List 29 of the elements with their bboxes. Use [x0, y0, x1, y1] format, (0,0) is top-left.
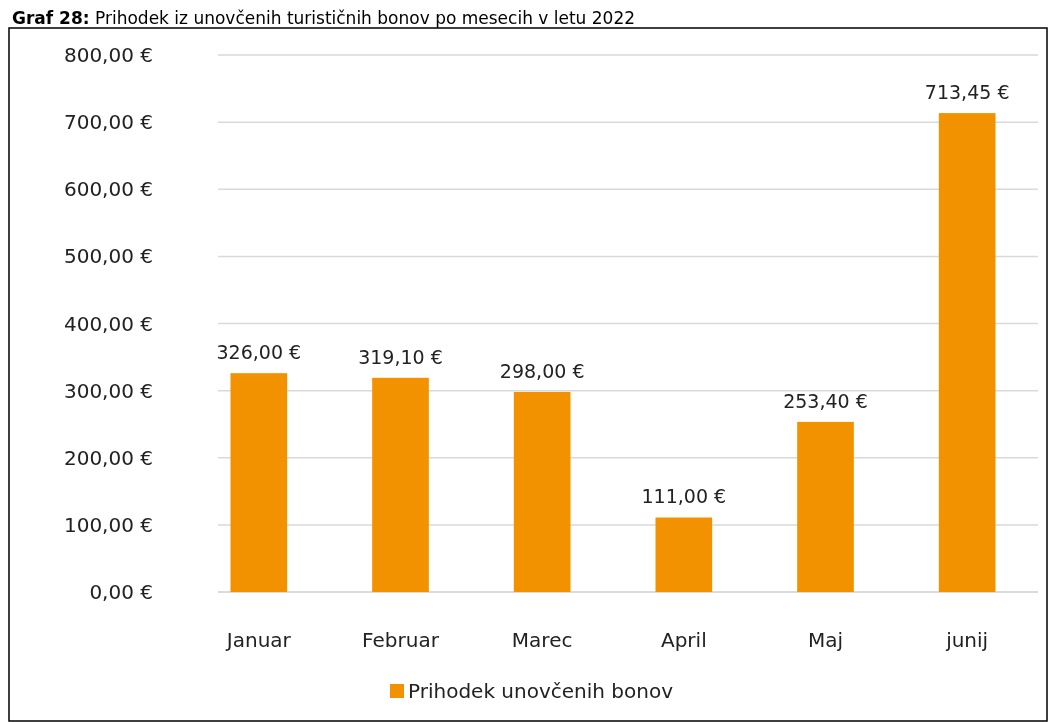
data-label: 298,00 € — [499, 359, 585, 382]
data-label: 319,10 € — [358, 345, 443, 368]
y-tick-label: 600,00 € — [63, 177, 153, 202]
y-tick-label: 0,00 € — [89, 580, 153, 604]
bar — [372, 377, 429, 592]
data-label: 111,00 € — [641, 485, 727, 508]
y-tick-label: 500,00 € — [63, 244, 153, 269]
x-tick-label: April — [660, 628, 707, 652]
x-tick-label: Februar — [362, 628, 440, 652]
data-label: 253,40 € — [783, 389, 868, 412]
chart-title: Graf 28: Prihodek iz unovčenih turističnih bonov po mesecih v letu 2022 — [12, 8, 636, 28]
data-label: 326,00 € — [216, 341, 302, 364]
bar — [797, 421, 854, 592]
bar — [938, 113, 996, 592]
x-tick-label: junij — [945, 628, 989, 652]
y-tick-label: 300,00 € — [63, 378, 153, 403]
y-tick-label: 400,00 € — [63, 311, 153, 336]
y-tick-label: 200,00 € — [63, 445, 153, 470]
y-tick-label: 700,00 € — [63, 110, 153, 135]
y-tick-label: 800,00 € — [63, 43, 153, 67]
x-tick-label: Marec — [511, 628, 573, 652]
legend-label: Prihodek unovčenih bonov — [408, 679, 674, 703]
bar — [230, 373, 288, 592]
bar — [513, 391, 571, 592]
bar — [655, 517, 713, 592]
x-tick-label: Januar — [224, 628, 292, 652]
data-label: 713,45 € — [924, 81, 1010, 104]
y-tick-label: 100,00 € — [63, 512, 153, 537]
x-tick-label: Maj — [807, 628, 844, 652]
